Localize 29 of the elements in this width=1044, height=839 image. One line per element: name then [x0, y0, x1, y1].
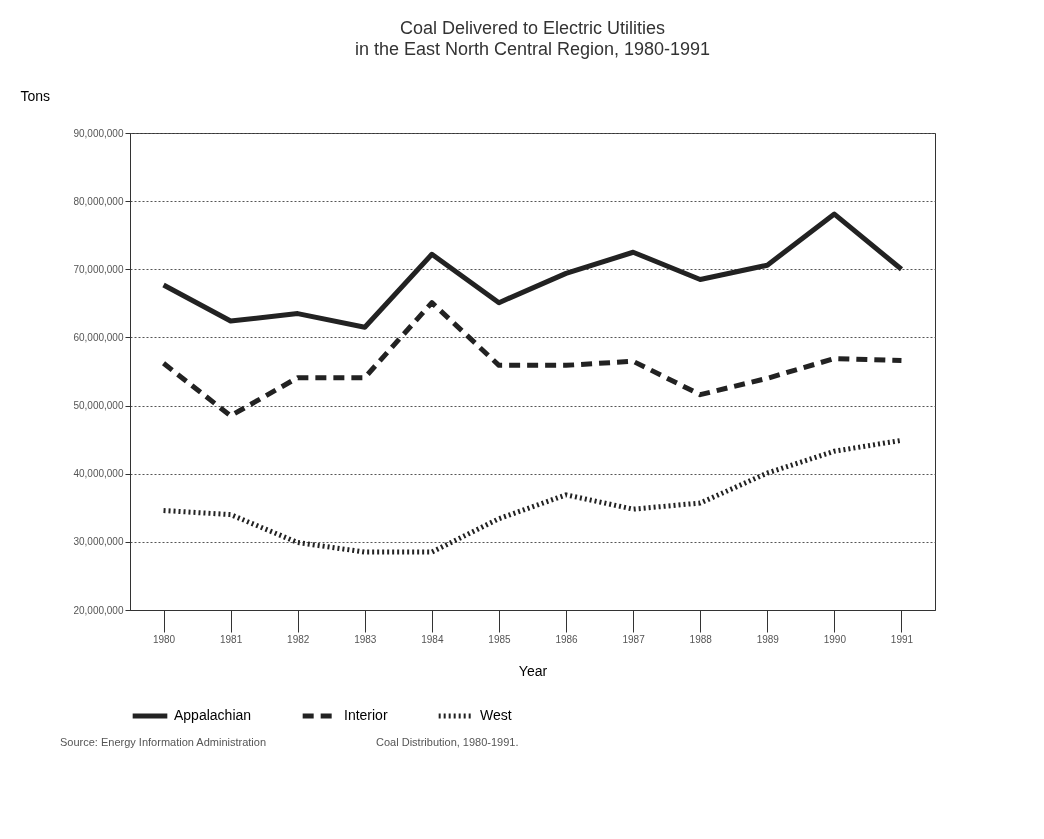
x-tick-label: 1985 [488, 633, 512, 645]
legend-label: Appalachian [174, 707, 252, 723]
legend-label: Interior [344, 707, 388, 723]
chart-subtitle: in the East North Central Region, 1980-1991 [354, 39, 711, 59]
x-tick-label: 1990 [823, 633, 847, 645]
x-tick-label: 1991 [890, 633, 914, 645]
x-tick-label: 1989 [756, 633, 780, 645]
y-axis-title: Tons [20, 87, 51, 104]
y-tick-label: 50,000,000 [73, 400, 124, 412]
y-tick-label: 70,000,000 [73, 263, 124, 275]
x-axis-title: Year [518, 662, 548, 679]
y-tick-label: 20,000,000 [73, 604, 124, 616]
x-tick-label: 1981 [220, 633, 243, 645]
y-tick-label: 40,000,000 [73, 468, 124, 480]
x-tick-label: 1987 [622, 633, 646, 645]
x-tick-label: 1984 [421, 633, 444, 645]
text: Coal Distribution, 1980-1991. [376, 736, 519, 748]
source-note: Source: Energy Information Administration [60, 736, 267, 748]
x-tick-label: 1982 [287, 633, 310, 645]
legend-label: West [480, 707, 512, 723]
y-tick-label: 60,000,000 [73, 331, 124, 343]
x-tick-label: 1986 [555, 633, 579, 645]
y-tick-label: 90,000,000 [73, 127, 124, 139]
x-tick-label: 1983 [354, 633, 377, 645]
x-tick-label: 1988 [689, 633, 713, 645]
y-tick-label: 30,000,000 [73, 536, 124, 548]
y-tick-label: 80,000,000 [73, 195, 124, 207]
x-tick-label: 1980 [152, 633, 176, 645]
chart-title: Coal Delivered to Electric Utilities [399, 18, 666, 38]
